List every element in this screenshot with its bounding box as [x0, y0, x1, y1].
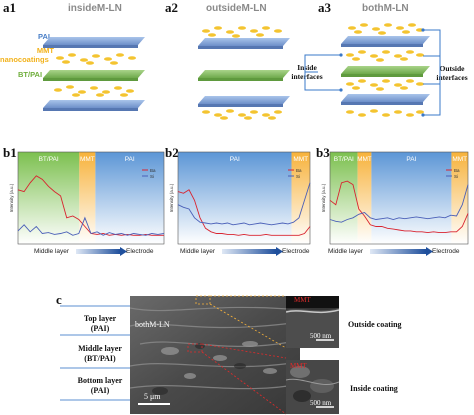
b3-xlabel-right: Electrode	[432, 248, 460, 255]
b1-ylabel: Intensity (a.u.)	[9, 183, 14, 212]
a1-mmt-dots	[54, 53, 136, 97]
legend-pai: PAI	[38, 32, 50, 41]
b1-xlabel-right: Electrode	[126, 248, 154, 255]
b1-region-label: MMT	[80, 156, 95, 163]
b2-legend-label: Si	[296, 174, 300, 179]
panel-label-b3: b3	[316, 145, 330, 160]
zoom-top-tag: MMT	[294, 296, 311, 304]
b1-region-label: BT/PAI	[39, 156, 59, 163]
interface-connectors	[304, 29, 441, 116]
b1-region-mmt	[79, 152, 96, 244]
b3-region-label: MMT	[452, 156, 467, 163]
b1-region-pai	[95, 152, 164, 244]
zoom-outside: MMT 500 nm	[286, 296, 339, 348]
b3-region-mmt	[451, 152, 468, 244]
panel-title-a3: bothM-LN	[362, 3, 409, 14]
layer-middle: Middle layer (BT/PAI)	[65, 344, 135, 364]
a3-stack	[341, 23, 430, 117]
b3-region-label: MMT	[357, 156, 372, 163]
b3-legend-label: Ba	[454, 168, 460, 173]
zoom-lines	[187, 295, 287, 415]
b1-legend-label: Si	[150, 174, 154, 179]
layer-middle-line1: Middle layer	[78, 344, 122, 353]
b1-legend-label: Ba	[150, 168, 156, 173]
panel-title-a2: outsideM-LN	[206, 3, 267, 14]
panel-label-a1: a1	[3, 0, 16, 15]
layer-bottom-line2: (PAI)	[90, 386, 110, 395]
b3-ylabel: Intensity (a.u.)	[321, 183, 326, 212]
linescan-chart-b2: PAI MMT Intensity (a.u.) Ba Si	[168, 150, 312, 246]
b2-series-ba	[177, 189, 311, 236]
b3-region-label: BT/PAI	[334, 156, 354, 163]
b3-xlabel-left: Middle layer	[328, 248, 364, 255]
sem-sample-label: bothM-LN	[135, 320, 170, 329]
panel-label-a2: a2	[165, 0, 178, 15]
panel-label-c: c	[56, 292, 62, 307]
outside-line1: Outside	[439, 64, 465, 73]
b1-region-btpai	[18, 152, 80, 244]
outside-line2: interfaces	[436, 73, 468, 82]
b1-frame	[17, 151, 165, 245]
a1-stack	[43, 37, 145, 111]
layer-top: Top layer (PAI)	[65, 314, 135, 334]
layer-dividers	[60, 305, 130, 401]
schematic-layers	[43, 23, 441, 120]
inside-interfaces-label: Inside interfaces	[287, 63, 327, 81]
direction-arrows	[76, 247, 433, 256]
inside-line1: Inside	[297, 63, 317, 72]
outside-interfaces-label: Outside interfaces	[430, 64, 474, 82]
b3-legend-label: Si	[454, 174, 458, 179]
b2-ylabel: Intensity (a.u.)	[169, 183, 174, 212]
b3-region-pai	[371, 152, 452, 244]
panel-label-b2: b2	[165, 145, 179, 160]
legend-mmt: MMT	[36, 46, 54, 55]
b1-xlabel-left: Middle layer	[34, 248, 70, 255]
b2-region-mmt	[291, 152, 310, 244]
layer-bottom-line1: Bottom layer	[77, 376, 123, 385]
b2-region-label: PAI	[230, 156, 240, 163]
inside-coating-label: Inside coating	[350, 384, 398, 393]
zoom-inside: MMT 500 nm	[286, 360, 339, 414]
b2-xlabel-right: Electrode	[282, 248, 310, 255]
b2-series-si	[177, 182, 311, 226]
linescan-chart-b1: BT/PAI MMT PAI Intensity (a.u.) Ba Si	[8, 150, 166, 246]
b3-region-mmt	[357, 152, 372, 244]
b3-series-si	[329, 184, 469, 223]
b2-region-label: MMT	[293, 156, 308, 163]
zoom-bottom-tag: MMT	[290, 362, 307, 370]
b2-region-pai	[178, 152, 292, 244]
legend-btpai: BT/PAI	[18, 70, 43, 79]
b3-frame	[329, 151, 469, 245]
sem-scale-label: 5 μm	[144, 392, 161, 401]
linescan-chart-b3: BT/PAI MMT PAI MMT Intensity (a.u.) Ba Si	[320, 150, 470, 246]
outside-coating-label: Outside coating	[348, 320, 402, 329]
b1-region-label: PAI	[125, 156, 135, 163]
a2-stack	[198, 26, 290, 120]
sem-cross-section: bothM-LN 5 μm	[130, 296, 300, 414]
inside-line2: interfaces	[291, 72, 323, 81]
panel-title-a1: insideM-LN	[68, 3, 122, 14]
panel-label-a3: a3	[318, 0, 331, 15]
b3-region-btpai	[330, 152, 358, 244]
panel-label-b1: b1	[3, 145, 17, 160]
zoom-top-scale: 500 nm	[310, 332, 332, 340]
b3-series-ba	[329, 180, 469, 234]
b2-xlabel-left: Middle layer	[180, 248, 216, 255]
legend-nanocoatings: nanocoatings	[0, 55, 49, 64]
b2-legend-label: Ba	[296, 168, 302, 173]
layer-top-line1: Top layer	[83, 314, 117, 323]
layer-top-line2: (PAI)	[90, 324, 110, 333]
b2-frame	[177, 151, 311, 245]
layer-middle-line2: (BT/PAI)	[84, 354, 116, 363]
layer-bottom: Bottom layer (PAI)	[65, 376, 135, 396]
b3-region-label: PAI	[406, 156, 416, 163]
zoom-bottom-scale: 500 nm	[310, 399, 332, 407]
b1-series-si	[17, 216, 165, 236]
